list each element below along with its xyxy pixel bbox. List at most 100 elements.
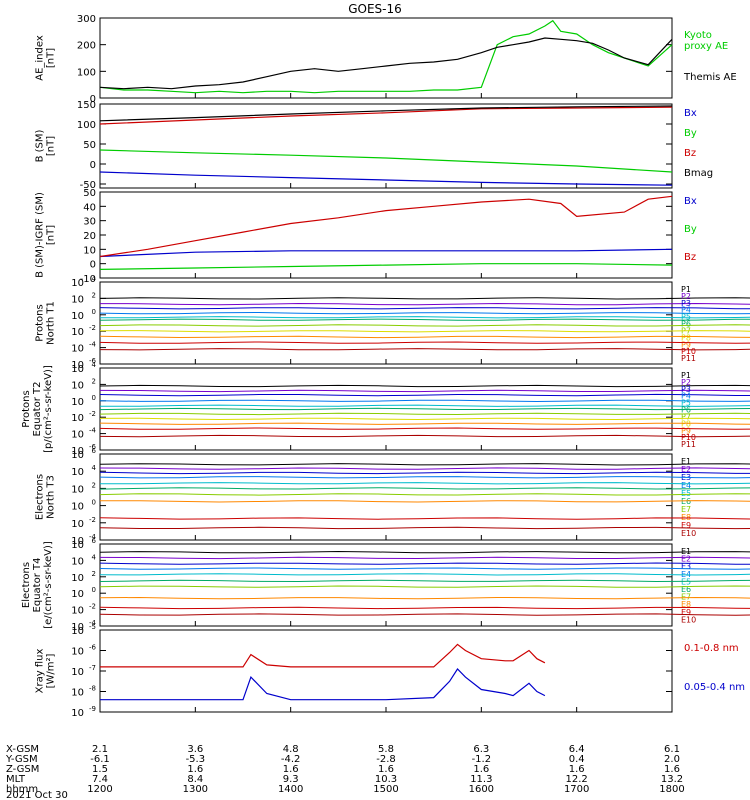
channel-line-e8	[99, 596, 750, 600]
y-tick-label: 40	[83, 202, 96, 213]
channel-line-p9	[99, 422, 750, 425]
channel-line-p5	[99, 404, 750, 407]
channel-label: P11	[681, 354, 696, 363]
channel-label: E5	[681, 577, 691, 586]
channel-label: E2	[681, 465, 691, 474]
channel-label: P3	[681, 385, 691, 394]
y-axis-label: Electrons	[35, 474, 46, 520]
y-tick-label: 10	[71, 688, 84, 699]
x-row-value: 6.3	[473, 744, 489, 755]
y-tick-label-exp: -4	[89, 533, 97, 541]
y-tick-label: 10	[71, 667, 84, 678]
y-tick-label: -10	[80, 274, 96, 285]
y-tick-label-exp: 0	[92, 586, 96, 594]
channel-label: P5	[681, 399, 691, 408]
legend-label: Bx	[684, 108, 697, 119]
y-axis-label: Electrons	[21, 562, 32, 608]
x-row-value: 1.6	[473, 764, 489, 775]
x-row-value: 2.0	[664, 754, 680, 765]
y-axis-label: [nT]	[46, 48, 57, 68]
y-tick-label: 10	[71, 360, 84, 371]
y-tick-label: 10	[71, 364, 84, 375]
y-tick-label: 10	[71, 430, 84, 441]
channel-line-e7	[99, 493, 750, 496]
channel-label: E5	[681, 489, 691, 498]
page-title: GOES-16	[348, 2, 402, 16]
channel-label: P5	[681, 313, 691, 322]
y-tick-label-exp: -7	[89, 664, 96, 672]
y-tick-label-exp: -8	[89, 685, 96, 693]
y-tick-label-exp: 2	[92, 377, 96, 385]
series-line-0-05-0-4-nm	[100, 668, 546, 701]
y-axis-label: [nT]	[46, 225, 57, 245]
y-axis-label: B (SM)-IGRF (SM)	[35, 192, 46, 278]
y-axis-label: Xray flux	[35, 649, 46, 694]
y-tick-label-exp: -4	[89, 341, 97, 349]
channel-line-e2	[99, 467, 750, 470]
series-line-by	[99, 149, 673, 173]
y-tick-label-exp: 2	[92, 291, 96, 299]
y-tick-label: 0	[90, 260, 96, 271]
channel-label: P2	[681, 378, 691, 387]
channel-line-e10	[99, 613, 750, 616]
y-tick-label-exp: -2	[89, 516, 96, 524]
channel-line-p1	[99, 384, 750, 388]
channel-line-p7	[99, 324, 750, 327]
channel-label: P8	[681, 419, 691, 428]
x-row-value: 1.6	[664, 764, 680, 775]
x-row-value: 1.6	[569, 764, 585, 775]
channel-line-e6	[99, 579, 750, 583]
channel-line-p10	[99, 341, 750, 344]
channel-line-e10	[99, 526, 750, 530]
y-tick-label: 100	[77, 120, 96, 131]
x-row-value: 12.2	[566, 774, 588, 785]
channel-label: E9	[681, 608, 691, 617]
channel-label: P4	[681, 306, 691, 315]
y-tick-label: 300	[77, 14, 96, 25]
channel-label: P2	[681, 292, 691, 301]
x-row-value: -4.2	[281, 754, 301, 765]
y-tick-label: 10	[71, 536, 84, 547]
y-tick-label: 10	[71, 380, 84, 391]
y-tick-label: 10	[83, 245, 96, 256]
channel-line-p2	[99, 389, 750, 393]
channel-label: P10	[681, 347, 696, 356]
x-row-value: 1700	[564, 784, 589, 795]
series-line-kyoto-proxy-ae	[99, 19, 673, 94]
y-axis-label: North T3	[46, 475, 57, 519]
y-axis-label: [W/m²]	[46, 653, 57, 688]
y-tick-label: 10	[71, 344, 84, 355]
x-row-value: 8.4	[187, 774, 203, 785]
series-line-bx	[99, 248, 673, 258]
x-row-value: 10.3	[375, 774, 397, 785]
channel-label: P9	[681, 340, 691, 349]
y-tick-label: 10	[71, 450, 84, 461]
y-axis-label: Equator T4	[32, 558, 43, 613]
y-tick-label: 10	[71, 502, 84, 513]
series-line-bz	[99, 195, 673, 258]
y-tick-label: 10	[71, 708, 84, 719]
channel-label: P1	[681, 371, 691, 380]
x-row-value: 1400	[278, 784, 303, 795]
legend-label: Bmag	[684, 168, 713, 179]
x-row-label: X-GSM	[6, 744, 39, 755]
channel-label: P8	[681, 333, 691, 342]
panel-frame	[99, 453, 673, 541]
channel-line-p8	[99, 417, 750, 421]
y-tick-label-exp: -6	[89, 443, 97, 451]
x-row-value: -6.1	[90, 754, 110, 765]
x-row-value: 1.6	[187, 764, 203, 775]
channel-line-p6	[99, 318, 750, 321]
y-tick-label-exp: 4	[92, 553, 97, 561]
y-tick-label-exp: -4	[89, 427, 97, 435]
channel-line-e9	[99, 606, 750, 610]
channel-label: E9	[681, 521, 691, 530]
legend-label: Bz	[684, 252, 696, 263]
x-row-value: 4.8	[283, 744, 299, 755]
y-tick-label-exp: -9	[89, 705, 96, 713]
channel-line-e9	[99, 517, 750, 520]
y-tick-label-exp: -2	[89, 603, 96, 611]
channel-label: P1	[681, 285, 691, 294]
legend-label: By	[684, 128, 697, 139]
y-tick-label-exp: 2	[92, 481, 96, 489]
